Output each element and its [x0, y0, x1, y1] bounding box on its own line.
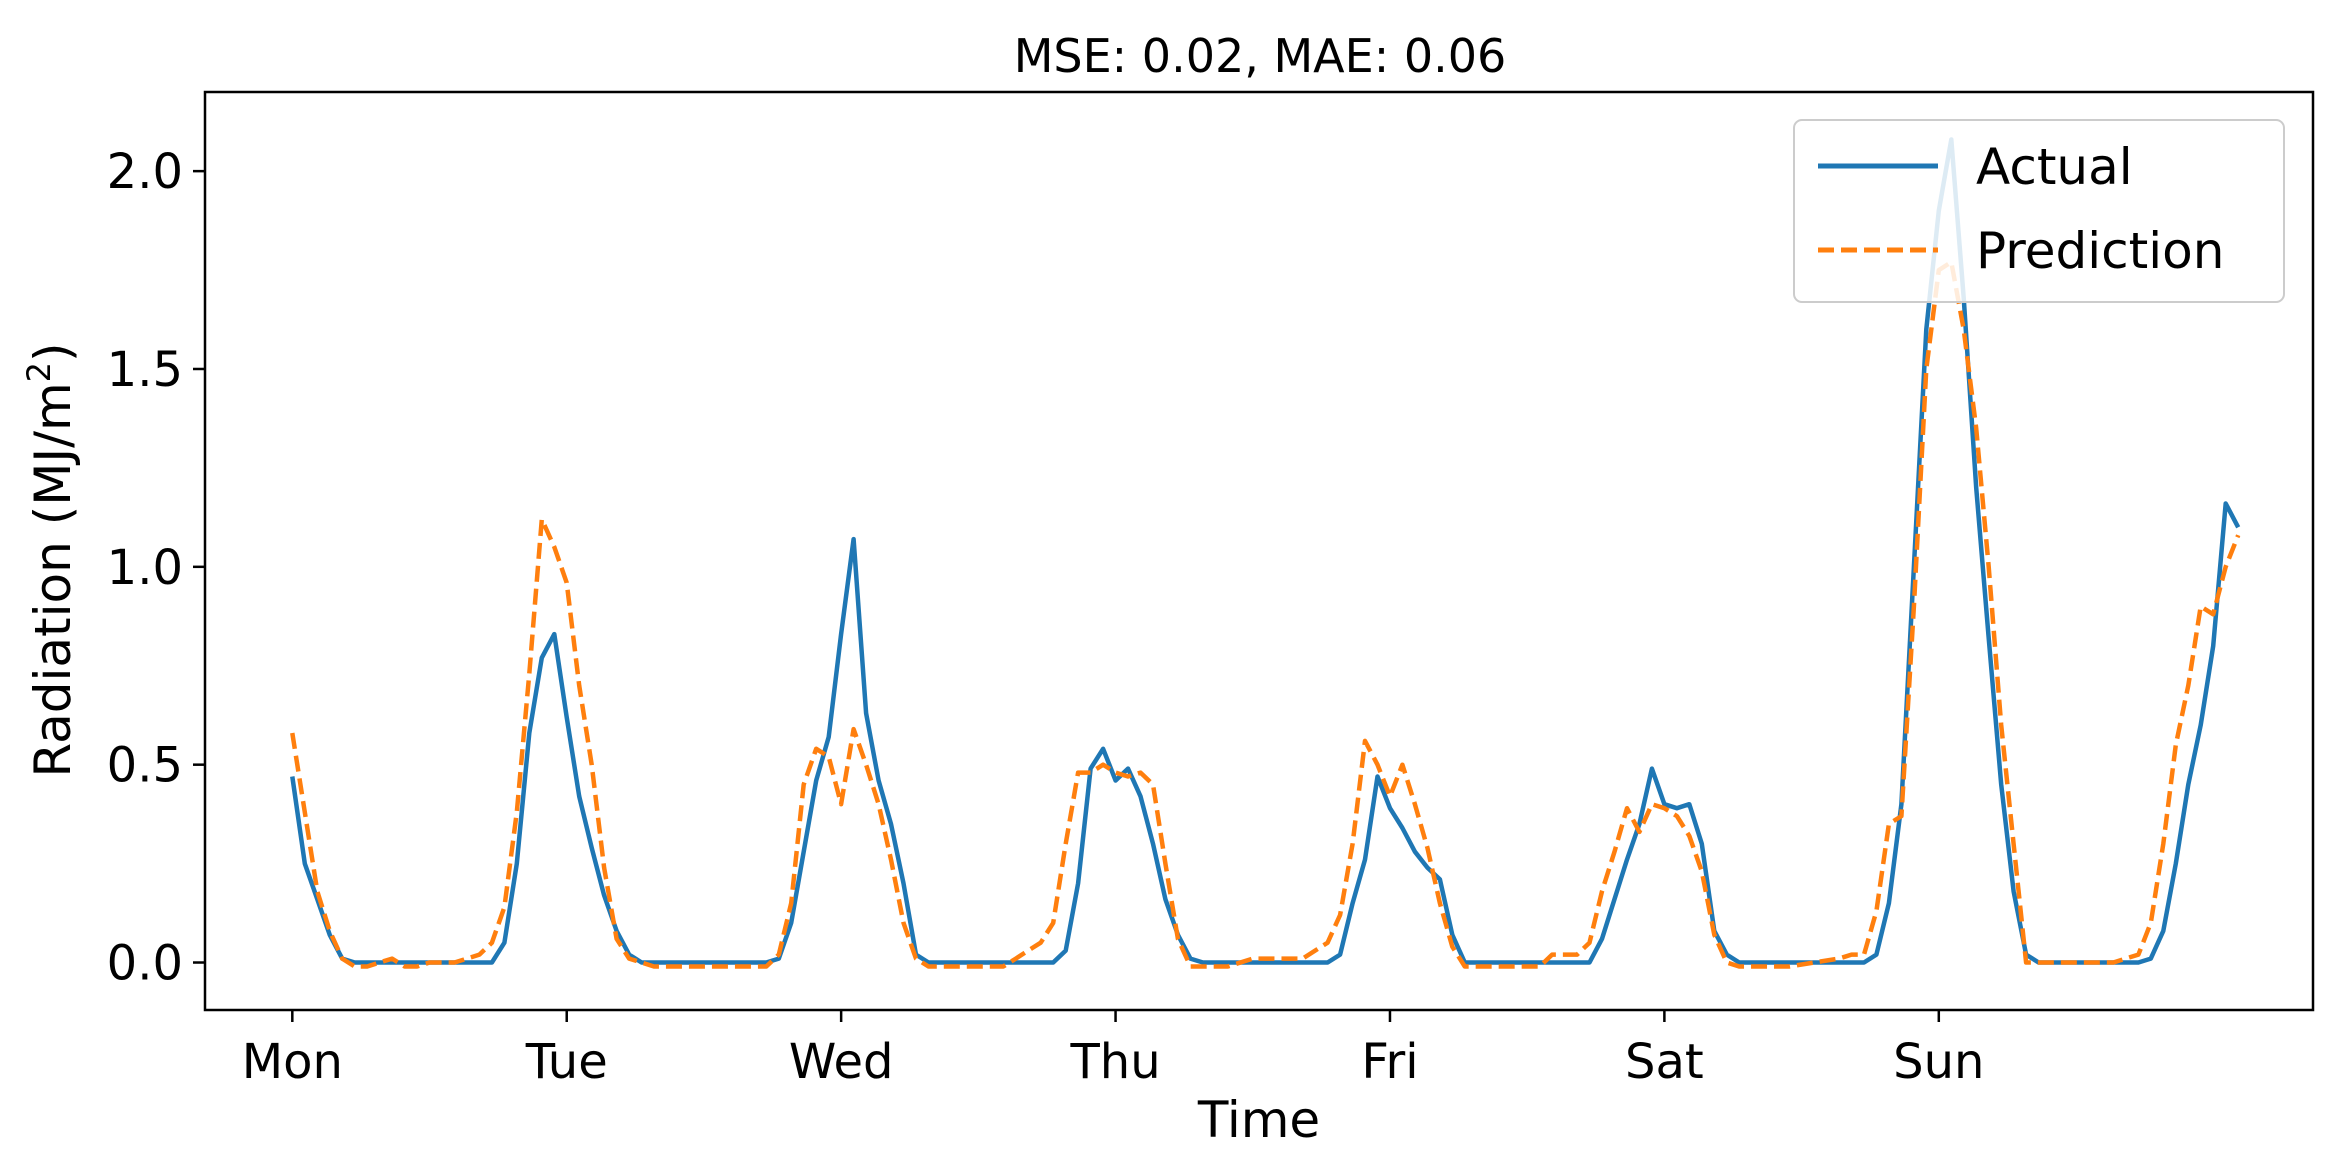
y-axis-label-close: ) — [24, 342, 82, 362]
x-tick-label: Tue — [525, 1034, 608, 1090]
y-axis-label-main: Radiation (MJ/m — [24, 382, 82, 777]
x-tick-label: Sat — [1625, 1034, 1704, 1090]
legend: Actual Prediction — [1793, 119, 2285, 303]
x-tick-label: Fri — [1361, 1034, 1418, 1090]
x-tick-label: Thu — [1069, 1034, 1160, 1090]
legend-label-actual: Actual — [1976, 138, 2133, 196]
legend-label-prediction: Prediction — [1976, 222, 2224, 280]
y-tick-label: 2.0 — [107, 144, 183, 200]
y-axis: 0.0 0.5 1.0 1.5 2.0 — [107, 144, 205, 992]
chart-title: MSE: 0.02, MAE: 0.06 — [1014, 29, 1507, 83]
x-axis: Mon Tue Wed Thu Fri Sat Sun — [242, 1010, 1984, 1090]
x-tick-label: Wed — [789, 1034, 894, 1090]
series-line-prediction — [290, 259, 2241, 969]
y-axis-label-superscript: 2 — [20, 362, 58, 382]
x-tick-label: Mon — [242, 1034, 343, 1090]
y-tick-label: 0.5 — [107, 738, 183, 794]
plot-frame — [203, 90, 2315, 1012]
y-tick-label: 0.0 — [107, 936, 183, 992]
y-axis-label: Radiation (MJ/m2) — [20, 342, 82, 777]
x-axis-label: Time — [1197, 1091, 1320, 1149]
x-tick-label: Sun — [1893, 1034, 1984, 1090]
y-tick-label: 1.5 — [107, 342, 183, 398]
y-tick-label: 1.0 — [107, 540, 183, 596]
